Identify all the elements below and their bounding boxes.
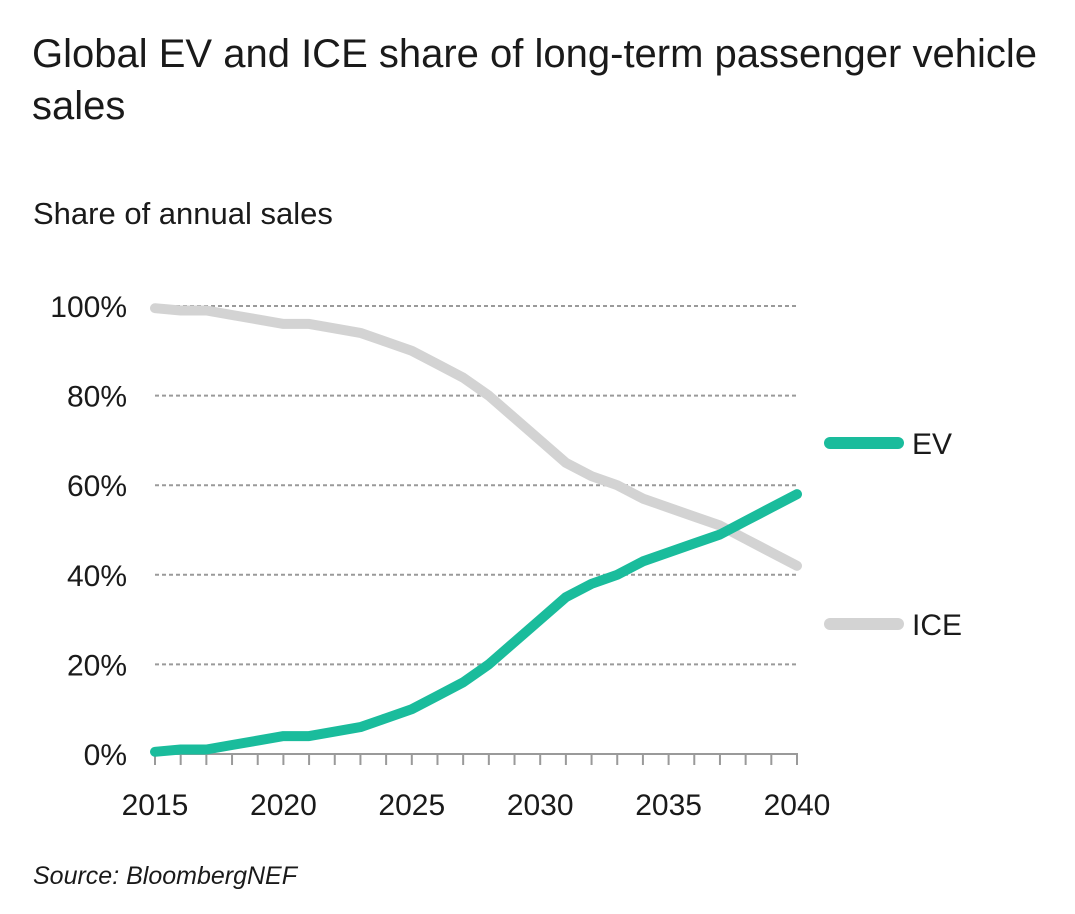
x-axis: 2015 2020 2025 2030 2035 2040	[122, 753, 831, 822]
source-note: Source: BloombergNEF	[33, 862, 298, 890]
x-tick-label: 2025	[378, 789, 445, 822]
y-tick-label: 80%	[67, 381, 127, 414]
y-axis-label: Share of annual sales	[33, 196, 333, 231]
y-axis-ticks: 0% 20% 40% 60% 80% 100%	[50, 291, 127, 772]
x-tick-label: 2040	[764, 789, 831, 822]
x-tick-label: 2015	[122, 789, 189, 822]
y-tick-label: 60%	[67, 470, 127, 503]
legend-label-ice: ICE	[912, 609, 962, 642]
y-tick-label: 40%	[67, 560, 127, 593]
series-lines	[150, 303, 802, 757]
legend: EV ICE	[824, 428, 962, 642]
x-tick-label: 2035	[635, 789, 702, 822]
chart-title: Global EV and ICE share of long-term pas…	[32, 32, 1037, 128]
x-tick-label: 2020	[250, 789, 317, 822]
series-line-ev	[150, 489, 802, 757]
legend-label-ev: EV	[912, 428, 952, 461]
y-tick-label: 100%	[50, 291, 127, 324]
x-tick-label: 2030	[507, 789, 574, 822]
y-tick-label: 20%	[67, 649, 127, 682]
gridlines	[155, 305, 797, 666]
y-tick-label: 0%	[84, 739, 127, 772]
series-line-ice	[150, 303, 802, 571]
